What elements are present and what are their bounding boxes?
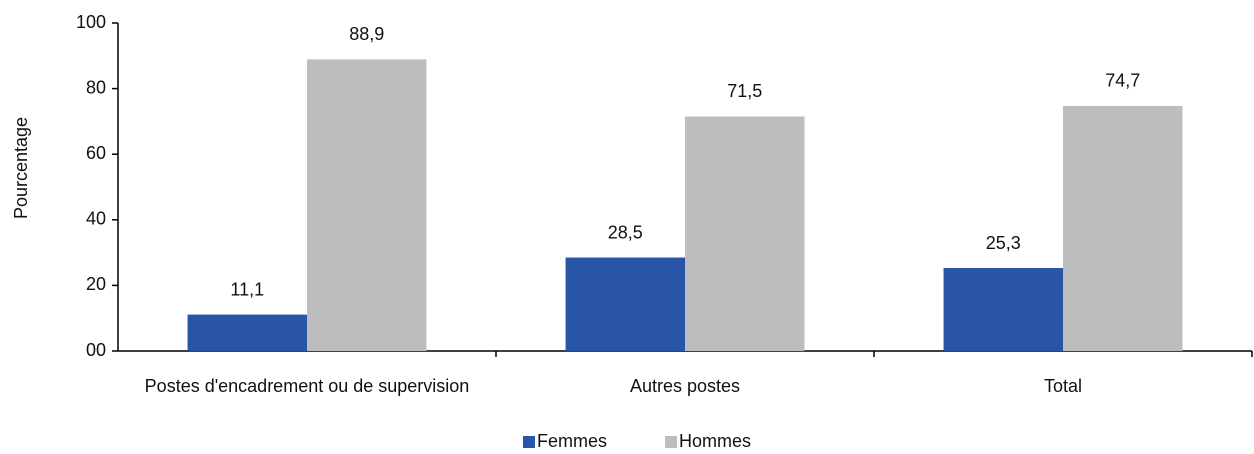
legend-swatch <box>665 436 677 448</box>
data-label: 28,5 <box>608 222 643 242</box>
y-tick-label: 100 <box>76 12 106 32</box>
bar <box>1063 105 1183 351</box>
y-tick-label: 60 <box>86 143 106 163</box>
y-tick-label: 40 <box>86 209 106 229</box>
legend-label: Femmes <box>537 431 607 451</box>
y-axis-label: Pourcentage <box>11 117 31 219</box>
data-label: 74,7 <box>1105 71 1140 91</box>
y-tick-label: 20 <box>86 274 106 294</box>
legend-swatch <box>523 436 535 448</box>
y-tick-label: 80 <box>86 77 106 97</box>
y-tick-label: 00 <box>86 340 106 360</box>
x-tick-label: Postes d'encadrement ou de supervision <box>145 376 470 396</box>
data-label: 88,9 <box>349 24 384 44</box>
bar <box>307 59 427 352</box>
bar <box>187 314 307 351</box>
bar <box>943 268 1063 351</box>
data-label: 71,5 <box>727 81 762 101</box>
x-tick-label: Total <box>1044 376 1082 396</box>
x-tick-label: Autres postes <box>630 376 740 396</box>
bar <box>685 116 805 351</box>
data-label: 11,1 <box>230 279 264 299</box>
data-label: 25,3 <box>986 233 1021 253</box>
bar <box>565 257 685 351</box>
legend-label: Hommes <box>679 431 751 451</box>
